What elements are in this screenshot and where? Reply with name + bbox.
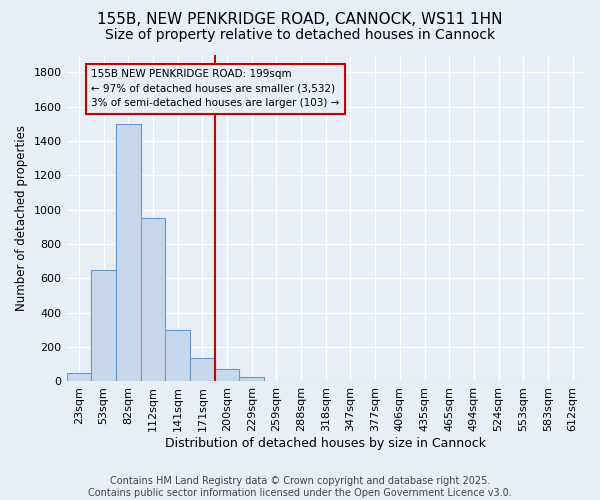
Y-axis label: Number of detached properties: Number of detached properties [15,125,28,311]
Bar [67,373,91,382]
Bar [116,124,140,382]
Bar [165,330,190,382]
Bar [190,358,215,382]
Bar [239,377,264,382]
Bar [215,370,239,382]
Text: 155B, NEW PENKRIDGE ROAD, CANNOCK, WS11 1HN: 155B, NEW PENKRIDGE ROAD, CANNOCK, WS11 … [97,12,503,28]
Text: Contains HM Land Registry data © Crown copyright and database right 2025.
Contai: Contains HM Land Registry data © Crown c… [88,476,512,498]
Bar [264,380,289,382]
X-axis label: Distribution of detached houses by size in Cannock: Distribution of detached houses by size … [165,437,486,450]
Text: Size of property relative to detached houses in Cannock: Size of property relative to detached ho… [105,28,495,42]
Text: 155B NEW PENKRIDGE ROAD: 199sqm
← 97% of detached houses are smaller (3,532)
3% : 155B NEW PENKRIDGE ROAD: 199sqm ← 97% of… [91,68,340,108]
Bar [140,218,165,382]
Bar [91,270,116,382]
